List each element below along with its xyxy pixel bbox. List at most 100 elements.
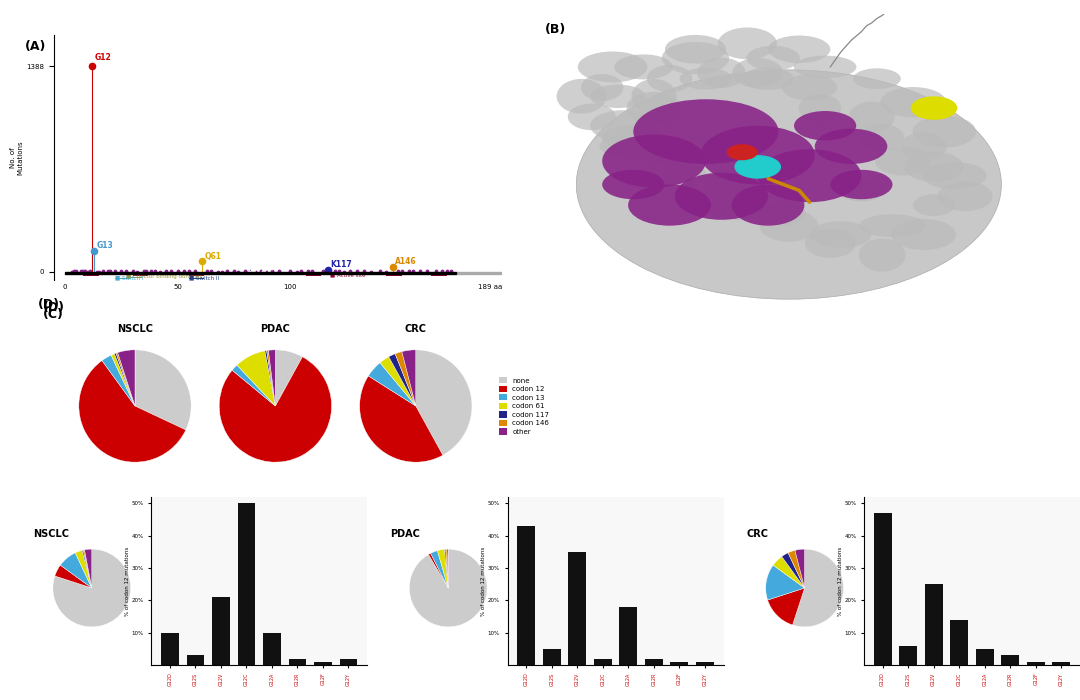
Point [151,266,168,277]
Text: (A): (A) [25,40,46,52]
Bar [83,275,99,276]
Wedge shape [53,549,131,627]
Ellipse shape [732,185,805,225]
Point [225,265,242,276]
Ellipse shape [768,36,831,63]
Bar [620,607,637,665]
Wedge shape [55,565,92,588]
Bar [594,659,611,665]
Text: K117: K117 [330,260,352,269]
Ellipse shape [838,179,885,202]
Title: PDAC: PDAC [260,323,291,334]
Text: Q61: Q61 [204,251,221,260]
Wedge shape [782,553,805,588]
Bar [431,275,447,276]
Bar [288,659,307,665]
Wedge shape [84,549,92,588]
Point [85,246,103,257]
Ellipse shape [794,55,856,78]
Point [252,265,269,276]
Wedge shape [83,550,92,588]
Point [362,266,379,277]
Ellipse shape [860,124,904,150]
Ellipse shape [629,185,711,225]
Ellipse shape [913,116,976,148]
Bar [264,633,281,665]
Bar [126,277,141,278]
Point [193,256,211,267]
Ellipse shape [663,163,706,188]
Title: NSCLC: NSCLC [117,323,153,334]
Point [270,265,287,276]
Ellipse shape [647,143,702,167]
Point [418,265,435,276]
Bar [874,513,892,665]
Point [118,265,135,276]
Point [341,266,359,277]
Wedge shape [773,556,805,588]
Ellipse shape [814,129,888,164]
Wedge shape [429,553,448,588]
Bar [1052,662,1070,665]
Wedge shape [766,565,805,600]
Bar [1001,655,1020,665]
Ellipse shape [626,92,681,125]
Text: NSCLC: NSCLC [33,528,69,538]
Title: CRC: CRC [405,323,427,334]
Wedge shape [389,354,416,406]
Ellipse shape [875,146,931,176]
Point [147,266,164,277]
Bar [187,655,204,665]
Point [203,266,220,277]
Y-axis label: % of codon 12 mutations: % of codon 12 mutations [125,547,130,615]
Wedge shape [395,351,416,406]
Ellipse shape [578,52,647,83]
Wedge shape [232,365,275,406]
Bar [696,662,714,665]
Ellipse shape [782,74,837,101]
Ellipse shape [910,97,957,120]
Ellipse shape [704,167,748,202]
Point [68,265,85,276]
Ellipse shape [698,57,745,88]
Point [95,266,112,277]
Point [176,266,193,277]
Point [214,266,231,277]
Ellipse shape [602,125,665,150]
Wedge shape [60,553,92,588]
Bar [339,659,357,665]
Text: G13: G13 [97,241,113,250]
Wedge shape [445,550,448,588]
Point [72,266,90,277]
Point [64,266,81,277]
Ellipse shape [568,104,616,130]
Text: ■ Active site: ■ Active site [330,272,366,277]
Point [168,265,186,276]
Point [320,264,337,275]
Bar [65,272,456,274]
Ellipse shape [798,94,841,122]
Bar [306,275,321,276]
Ellipse shape [633,99,779,164]
Ellipse shape [810,221,872,248]
Point [378,266,395,277]
Ellipse shape [577,70,1001,299]
Point [124,266,141,277]
Text: ■ Switch II: ■ Switch II [189,275,219,280]
Point [247,266,265,277]
Point [281,266,298,277]
Point [180,265,198,276]
Wedge shape [447,549,448,588]
Ellipse shape [712,190,762,220]
Text: KRAS: KRAS [246,269,274,277]
Wedge shape [118,350,135,406]
Wedge shape [416,350,472,455]
Point [370,266,388,277]
Wedge shape [79,360,186,462]
Point [66,265,83,276]
Ellipse shape [718,27,777,60]
Bar [387,275,402,276]
Wedge shape [102,355,135,406]
Ellipse shape [922,162,987,190]
Point [315,265,333,276]
